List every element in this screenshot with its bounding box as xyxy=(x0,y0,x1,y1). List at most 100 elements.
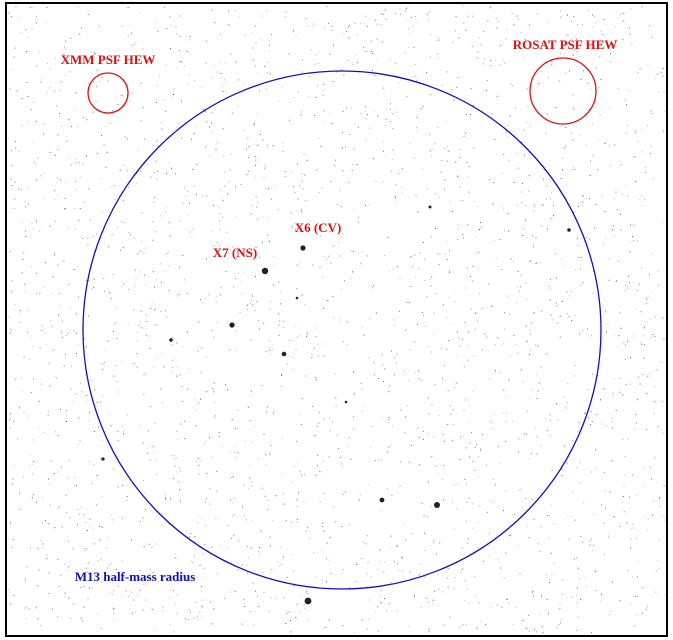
noise-dot xyxy=(53,276,54,277)
noise-dot xyxy=(79,220,80,221)
noise-dot xyxy=(470,443,471,444)
noise-dot xyxy=(245,441,246,442)
noise-dot xyxy=(200,565,201,566)
noise-dot xyxy=(547,599,548,600)
noise-dot xyxy=(349,25,350,26)
noise-dot xyxy=(516,302,517,303)
noise-dot xyxy=(373,285,374,286)
noise-dot xyxy=(235,62,236,63)
noise-dot xyxy=(559,608,560,609)
noise-dot xyxy=(314,348,315,349)
noise-dot xyxy=(550,435,551,436)
label: X7 (NS) xyxy=(213,245,257,260)
noise-dot xyxy=(459,187,460,188)
noise-dot xyxy=(61,126,62,127)
noise-dot xyxy=(617,209,618,210)
noise-dot xyxy=(369,204,370,205)
noise-dot xyxy=(397,610,398,611)
noise-dot xyxy=(458,224,459,225)
noise-dot xyxy=(141,327,142,328)
noise-dot xyxy=(189,368,190,369)
noise-dot xyxy=(550,279,551,280)
noise-dot xyxy=(579,462,580,463)
noise-dot xyxy=(114,620,115,621)
noise-dot xyxy=(548,22,549,23)
noise-dot xyxy=(255,66,256,67)
noise-dot xyxy=(143,49,144,50)
noise-dot xyxy=(46,554,47,555)
noise-dot xyxy=(171,168,172,169)
noise-dot xyxy=(156,102,157,103)
noise-dot xyxy=(156,324,157,325)
noise-dot xyxy=(447,577,448,578)
noise-dot xyxy=(145,248,146,249)
noise-dot xyxy=(182,386,183,387)
noise-dot xyxy=(529,354,530,355)
noise-dot xyxy=(248,488,249,489)
noise-dot xyxy=(634,625,635,626)
noise-dot xyxy=(522,183,523,184)
noise-dot xyxy=(493,204,494,205)
noise-dot xyxy=(206,259,207,260)
noise-dot xyxy=(650,319,651,320)
noise-dot xyxy=(282,475,283,476)
noise-dot xyxy=(33,102,34,103)
noise-dot xyxy=(97,475,98,476)
noise-dot xyxy=(426,72,427,73)
noise-dot xyxy=(466,447,467,448)
noise-dot xyxy=(250,420,251,421)
noise-dot xyxy=(187,51,188,52)
noise-dot xyxy=(64,366,65,367)
noise-dot xyxy=(257,145,258,146)
noise-dot xyxy=(140,521,141,522)
noise-dot xyxy=(456,16,457,17)
noise-dot xyxy=(22,390,23,391)
noise-dot xyxy=(292,231,293,232)
noise-dot xyxy=(592,421,593,422)
noise-dot xyxy=(137,367,138,368)
noise-dot xyxy=(73,604,74,605)
noise-dot xyxy=(163,610,164,611)
noise-dot xyxy=(567,462,568,463)
noise-dot xyxy=(161,282,162,283)
noise-dot xyxy=(232,419,233,420)
noise-dot xyxy=(130,100,131,101)
noise-dot xyxy=(538,543,539,544)
noise-dot xyxy=(200,399,201,400)
noise-dot xyxy=(437,329,438,330)
noise-dot xyxy=(341,206,342,207)
noise-dot xyxy=(113,609,114,610)
noise-dot xyxy=(652,515,653,516)
noise-dot xyxy=(101,135,102,136)
noise-dot xyxy=(117,338,118,339)
noise-dot xyxy=(41,540,42,541)
noise-dot xyxy=(571,133,572,134)
noise-dot xyxy=(189,537,190,538)
noise-dot xyxy=(253,624,254,625)
noise-dot xyxy=(414,597,415,598)
noise-dot xyxy=(576,557,577,558)
noise-dot xyxy=(438,473,439,474)
noise-dot xyxy=(258,144,259,145)
noise-dot xyxy=(36,164,37,165)
noise-dot xyxy=(592,550,593,551)
noise-dot xyxy=(454,291,455,292)
noise-dot xyxy=(370,600,371,601)
noise-dot xyxy=(203,568,204,569)
noise-dot xyxy=(97,402,98,403)
noise-dot xyxy=(102,363,103,364)
noise-dot xyxy=(549,537,550,538)
noise-dot xyxy=(206,357,207,358)
noise-dot xyxy=(630,604,631,605)
noise-dot xyxy=(189,609,190,610)
noise-dot xyxy=(665,595,666,596)
noise-dot xyxy=(36,22,37,23)
noise-dot xyxy=(72,548,73,549)
noise-dot xyxy=(623,13,624,14)
noise-dot xyxy=(296,288,297,289)
noise-dot xyxy=(309,538,310,539)
noise-dot xyxy=(216,491,217,492)
noise-dot xyxy=(44,432,45,433)
noise-dot xyxy=(556,277,557,278)
noise-dot xyxy=(88,599,89,600)
